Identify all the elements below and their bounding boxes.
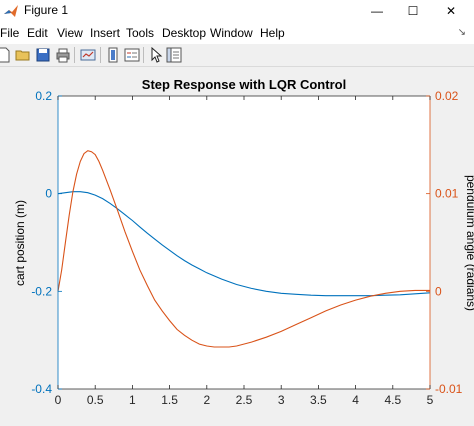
x-tick-label: 3	[278, 393, 285, 407]
x-tick-label: 4	[352, 393, 359, 407]
dock-arrow-icon[interactable]: ↘	[457, 27, 466, 38]
close-button[interactable]: ✕	[445, 4, 457, 18]
right-y-tick-label: 0.02	[435, 89, 459, 103]
matlab-logo-icon	[4, 5, 18, 17]
chart-title: Step Response with LQR Control	[142, 77, 346, 92]
left-y-tick-label: -0.2	[31, 284, 52, 298]
toolbar-separator	[100, 47, 101, 63]
edit-plot-arrow-icon[interactable]	[148, 47, 164, 63]
menu-view[interactable]: View	[57, 26, 83, 40]
figure-canvas: Step Response with LQR Control cart posi…	[0, 67, 474, 421]
left-y-tick-label: -0.4	[31, 382, 52, 396]
step-response-chart[interactable]: Step Response with LQR Control cart posi…	[0, 67, 474, 421]
x-tick-label: 4.5	[384, 393, 401, 407]
toolbar-separator	[74, 47, 75, 63]
x-tick-label: 2.5	[236, 393, 253, 407]
right-y-tick-label: 0.01	[435, 187, 459, 201]
cart-position-line	[57, 191, 431, 297]
window-title: Figure 1	[24, 3, 69, 17]
x-tick-label: 0.5	[87, 393, 104, 407]
right-y-axis-label: pendulum angle (radians)	[464, 175, 474, 311]
pendulum-angle-line	[57, 150, 430, 348]
x-tick-label: 1.5	[161, 393, 178, 407]
x-tick-label: 1	[129, 393, 136, 407]
save-icon[interactable]	[35, 47, 51, 63]
window-title-bar[interactable]: Figure 1 — ☐ ✕	[0, 0, 474, 22]
link-plot-icon[interactable]	[80, 47, 96, 63]
left-y-tick-label: 0	[45, 187, 52, 201]
menu-bar: File Edit View Insert Tools Desktop Wind…	[0, 22, 474, 44]
menu-window[interactable]: Window	[210, 26, 253, 40]
new-figure-icon[interactable]	[0, 47, 12, 63]
menu-file[interactable]: File	[0, 26, 20, 40]
right-y-tick-label: -0.01	[435, 382, 463, 396]
right-y-tick-label: 0	[435, 284, 442, 298]
left-y-tick-label: 0.2	[35, 89, 52, 103]
x-tick-label: 3.5	[310, 393, 327, 407]
menu-edit[interactable]: Edit	[27, 26, 48, 40]
insert-legend-icon[interactable]	[124, 47, 140, 63]
toolbar-separator	[143, 47, 144, 63]
axes-background	[58, 96, 430, 389]
menu-desktop[interactable]: Desktop	[162, 26, 207, 40]
print-icon[interactable]	[55, 47, 71, 63]
open-property-inspector-icon[interactable]	[166, 47, 182, 63]
maximize-button[interactable]: ☐	[407, 4, 419, 18]
figure-toolbar	[0, 44, 474, 67]
menu-help[interactable]: Help	[260, 26, 285, 40]
menu-insert[interactable]: Insert	[90, 26, 121, 40]
open-file-icon[interactable]	[15, 47, 31, 63]
x-tick-label: 2	[203, 393, 210, 407]
minimize-button[interactable]: —	[371, 4, 383, 18]
x-tick-label: 0	[55, 393, 62, 407]
insert-colorbar-icon[interactable]	[105, 47, 121, 63]
left-y-axis-label: cart position (m)	[13, 200, 27, 286]
menu-tools[interactable]: Tools	[126, 26, 155, 40]
x-tick-label: 5	[427, 393, 434, 407]
